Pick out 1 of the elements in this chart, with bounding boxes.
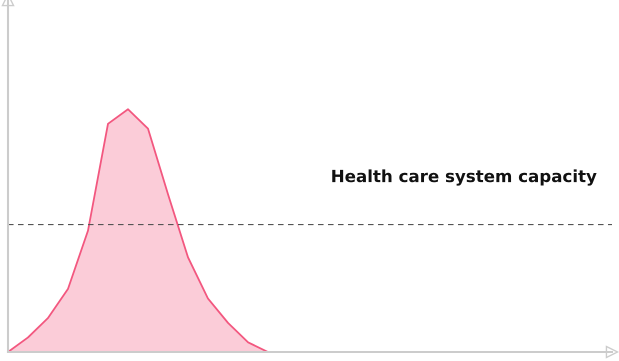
ref-line-label: Health care system capacity [332, 169, 597, 186]
